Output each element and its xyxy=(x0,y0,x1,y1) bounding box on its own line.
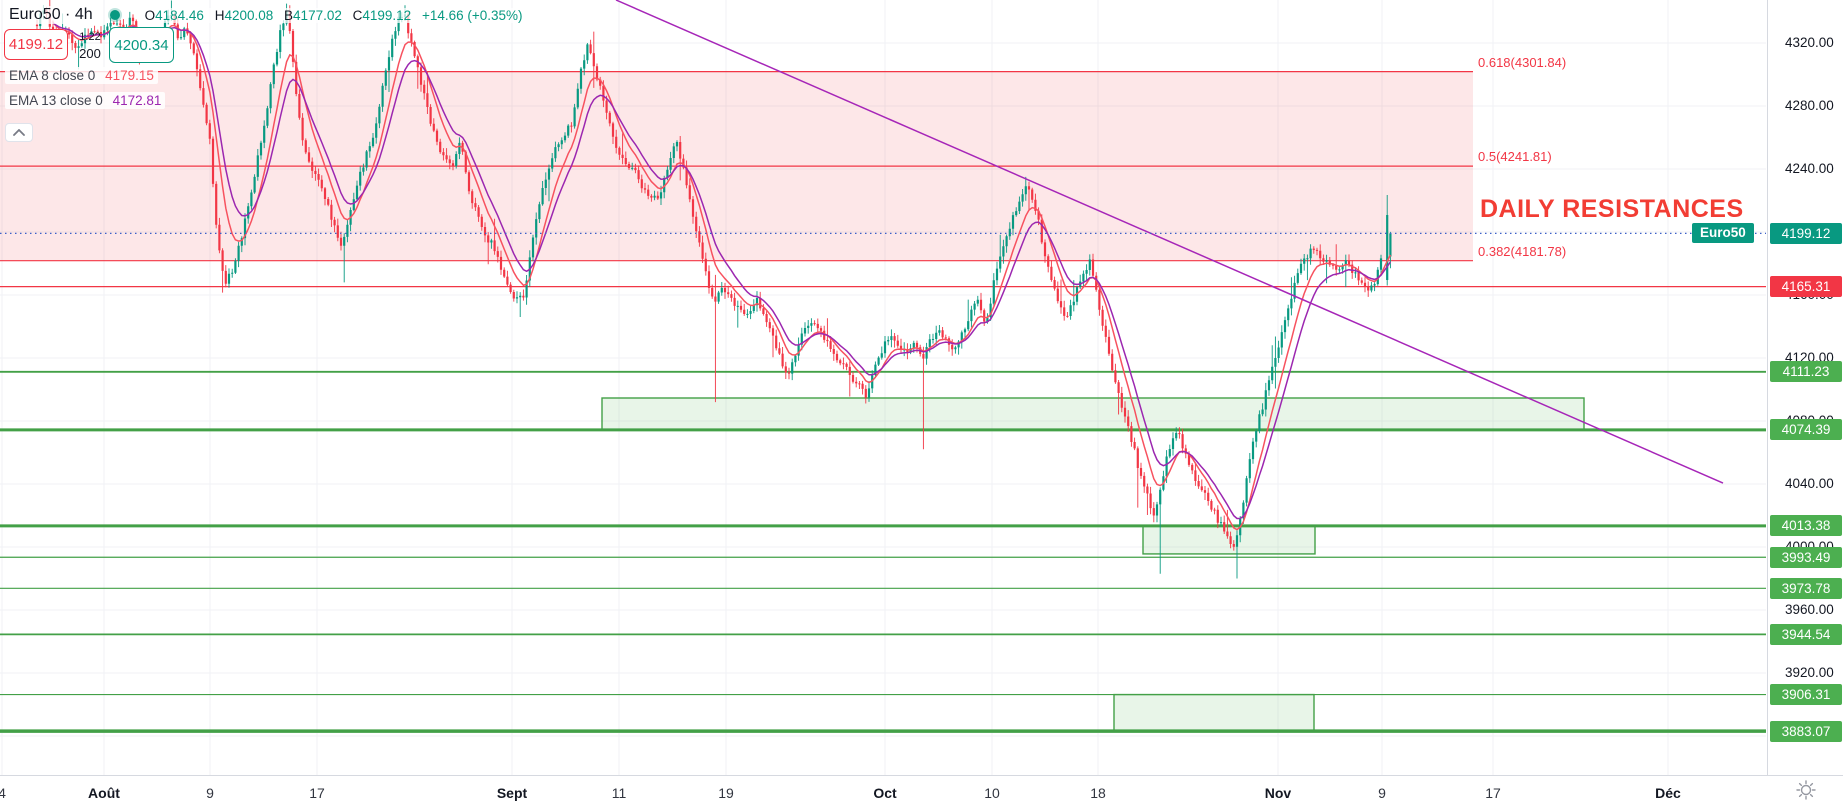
time-axis-label: Août xyxy=(88,785,120,801)
indicator-ema8-value: 4179.15 xyxy=(105,68,154,83)
support-price-badge[interactable]: 4013.38 xyxy=(1770,515,1842,537)
demand-zone-box xyxy=(601,397,1585,431)
demand-zone-box xyxy=(1113,693,1315,732)
legend-collapse-button[interactable] xyxy=(5,123,33,142)
ohlc-readout: O4184.46 H4200.08 B4177.02 C4199.12 +14.… xyxy=(141,7,526,23)
high-key: H xyxy=(214,7,225,23)
support-price-badge[interactable]: 3883.07 xyxy=(1770,720,1842,742)
resistance-price-badge[interactable]: 4165.31 xyxy=(1770,276,1842,298)
close-key: C xyxy=(352,7,363,23)
order-panel: 4199.12 1.22 200 4200.34 xyxy=(4,27,174,63)
time-axis-label: 9 xyxy=(206,785,214,801)
close-value: 4199.12 xyxy=(362,7,412,23)
ema8-line xyxy=(52,22,1392,531)
high-value: 4200.08 xyxy=(224,7,274,23)
fib-level-label: 0.5(4241.81) xyxy=(1478,149,1552,165)
time-axis[interactable]: 4 Août 9 17 Sept 11 19 Oct 10 18 Nov 9 17 Déc xyxy=(0,775,1843,812)
low-key: B xyxy=(284,7,294,23)
open-key: O xyxy=(144,7,156,23)
support-price-badge[interactable]: 3973.78 xyxy=(1770,577,1842,599)
axis-settings-icon[interactable] xyxy=(1795,779,1817,801)
current-price-badge[interactable]: 4199.12 xyxy=(1770,222,1842,244)
price-axis-label: 3960.00 xyxy=(1785,601,1834,617)
indicator-ema13-row[interactable]: EMA 13 close 0 4172.81 xyxy=(5,92,166,109)
price-axis-label: 4040.00 xyxy=(1785,475,1834,491)
descending-trendline xyxy=(615,0,1724,484)
legend-title-row: Euro50 · 4h O4184.46 H4200.08 B4177.02 C… xyxy=(6,6,526,24)
support-price-badge[interactable]: 3944.54 xyxy=(1770,623,1842,645)
time-axis-label: 17 xyxy=(1485,785,1501,801)
fib-level-label: 0.382(4181.78) xyxy=(1478,243,1567,259)
symbol-price-floating-badge[interactable]: Euro50 xyxy=(1692,223,1754,243)
price-axis[interactable]: 4320.004280.004240.004200.004160.004120.… xyxy=(1767,0,1843,775)
floating-badge-symbol: Euro50 xyxy=(1692,223,1754,243)
time-axis-label: Déc xyxy=(1655,785,1681,801)
price-axis-label: 4120.00 xyxy=(1785,349,1834,365)
lot-size-display[interactable]: 1.22 200 xyxy=(74,31,106,61)
support-price-badge[interactable]: 3993.49 xyxy=(1770,546,1842,568)
time-axis-label: 17 xyxy=(309,785,325,801)
gridlines xyxy=(0,0,1766,775)
demand-zone-box xyxy=(1142,525,1316,555)
support-price-badge[interactable]: 4111.23 xyxy=(1770,361,1842,383)
indicator-ema8-label: EMA 8 close 0 xyxy=(9,68,96,83)
sell-price-button[interactable]: 4199.12 xyxy=(4,29,68,60)
chevron-up-icon xyxy=(13,129,25,136)
support-price-badge[interactable]: 3906.31 xyxy=(1770,684,1842,706)
spread-value: 1.22 xyxy=(79,31,101,43)
time-axis-label: 11 xyxy=(611,785,627,801)
time-axis-label: Nov xyxy=(1264,785,1292,801)
fib-level-label: 0.618(4301.84) xyxy=(1478,54,1567,70)
quantity-value: 200 xyxy=(79,46,101,61)
indicator-ema8-row[interactable]: EMA 8 close 0 4179.15 xyxy=(5,67,158,84)
time-axis-label: 9 xyxy=(1378,785,1386,801)
time-axis-label: Oct xyxy=(873,785,897,801)
indicator-ema13-label: EMA 13 close 0 xyxy=(9,93,103,108)
plot-area xyxy=(0,0,1766,775)
market-open-dot-icon xyxy=(109,10,120,20)
open-value: 4184.46 xyxy=(155,7,204,23)
time-axis-label: 18 xyxy=(1090,785,1106,801)
price-axis-label: 3920.00 xyxy=(1785,664,1834,680)
change-value: +14.66 (+0.35%) xyxy=(421,7,523,23)
symbol-title[interactable]: Euro50 · 4h xyxy=(6,6,96,24)
daily-resistances-label: DAILY RESISTANCES xyxy=(1480,195,1744,223)
ema13-line xyxy=(52,22,1392,520)
time-axis-label: 10 xyxy=(984,785,1000,801)
time-axis-label: 4 xyxy=(0,785,6,801)
indicator-ema13-value: 4172.81 xyxy=(112,93,162,108)
low-value: 4177.02 xyxy=(293,7,342,23)
price-axis-label: 4240.00 xyxy=(1785,160,1834,176)
time-axis-label: 19 xyxy=(718,785,734,801)
support-price-badge[interactable]: 4074.39 xyxy=(1770,419,1842,441)
buy-price-button[interactable]: 4200.34 xyxy=(109,27,174,63)
price-axis-label: 4320.00 xyxy=(1785,34,1834,50)
time-axis-label: Sept xyxy=(496,785,528,801)
price-axis-label: 4280.00 xyxy=(1785,97,1834,113)
sun-gear-icon xyxy=(1796,780,1816,800)
